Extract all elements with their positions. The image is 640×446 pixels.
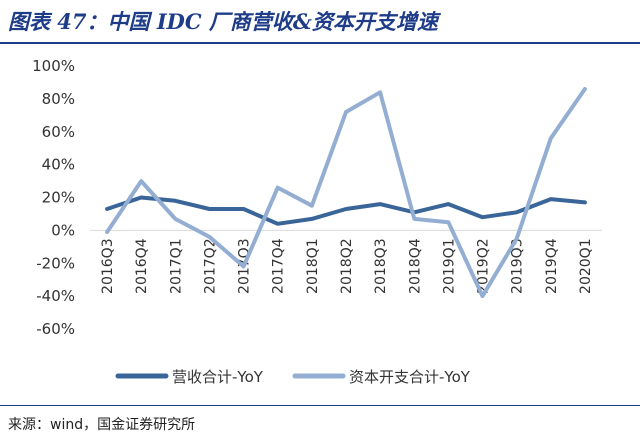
data-point — [242, 207, 246, 211]
y-tick-label: 0% — [51, 221, 75, 239]
y-tick-label: -20% — [36, 254, 75, 272]
data-point — [481, 294, 484, 298]
legend-label: 资本开支合计-YoY — [349, 368, 471, 386]
y-tick-label: 80% — [42, 90, 75, 108]
x-tick-label: 2019Q1 — [441, 238, 457, 294]
data-point — [378, 202, 382, 206]
source-note: 来源：wind，国金证券研究所 — [8, 417, 196, 433]
figure-title: 图表 47：中国 IDC 厂商营收&资本开支增速 — [8, 9, 438, 34]
legend-label: 营收合计-YoY — [172, 368, 264, 386]
title-rule — [0, 42, 640, 44]
data-point — [446, 202, 450, 206]
y-tick-label: -40% — [36, 287, 75, 305]
data-point — [583, 200, 587, 204]
legend: 营收合计-YoY 资本开支合计-YoY — [115, 368, 471, 386]
y-tick-label: 100% — [32, 57, 75, 75]
data-point — [105, 230, 109, 234]
data-point — [173, 199, 177, 203]
data-point — [344, 207, 348, 211]
series-lines — [105, 87, 587, 299]
data-point — [515, 210, 519, 214]
x-tick-label: 2020Q1 — [578, 238, 594, 294]
data-point — [310, 204, 314, 208]
data-point — [208, 207, 211, 211]
x-tick-label: 2018Q2 — [339, 238, 355, 294]
y-tick-label: 20% — [42, 189, 75, 207]
data-point — [549, 197, 553, 201]
line-chart: 100% 80% 60% 40% 20% 0% -20% -40% -60% 2016Q3 201… — [32, 57, 602, 386]
x-tick-label: 2017Q2 — [202, 238, 218, 294]
y-axis-labels: 100% 80% 60% 40% 20% 0% -20% -40% -60% — [32, 57, 75, 338]
data-point — [344, 110, 348, 114]
data-point — [105, 207, 109, 211]
data-point — [139, 179, 143, 183]
x-tick-label: 2018Q4 — [407, 238, 423, 294]
x-axis-labels: 2016Q3 2016Q4 2017Q1 2017Q2 2017Q3 2017Q4 2018… — [100, 238, 594, 294]
y-tick-label: 40% — [42, 156, 75, 174]
x-tick-label: 2019Q3 — [510, 238, 526, 294]
x-tick-label: 2016Q4 — [134, 238, 150, 294]
data-point — [446, 220, 450, 224]
data-point — [549, 136, 553, 140]
data-point — [515, 237, 519, 241]
x-tick-label: 2017Q4 — [271, 238, 287, 294]
data-point — [310, 217, 314, 221]
x-tick-label: 2019Q2 — [476, 238, 492, 294]
data-point — [242, 265, 246, 268]
data-point — [583, 87, 587, 91]
data-point — [378, 90, 382, 94]
data-point — [276, 222, 280, 226]
source-rule — [0, 405, 640, 406]
x-tick-label: 2019Q4 — [544, 238, 560, 294]
data-point — [139, 196, 143, 199]
x-tick-label: 2018Q1 — [305, 238, 321, 294]
x-tick-label: 2018Q3 — [373, 238, 389, 294]
y-tick-label: 60% — [42, 123, 75, 141]
x-tick-label: 2017Q1 — [168, 238, 184, 294]
data-point — [481, 215, 484, 219]
data-point — [208, 235, 211, 239]
x-tick-label: 2016Q3 — [100, 238, 116, 294]
y-tick-label: -60% — [36, 320, 75, 338]
data-point — [173, 217, 177, 221]
title-bar: 图表 47：中国 IDC 厂商营收&资本开支增速 — [0, 0, 640, 44]
data-point — [412, 217, 416, 221]
data-point — [276, 186, 280, 190]
